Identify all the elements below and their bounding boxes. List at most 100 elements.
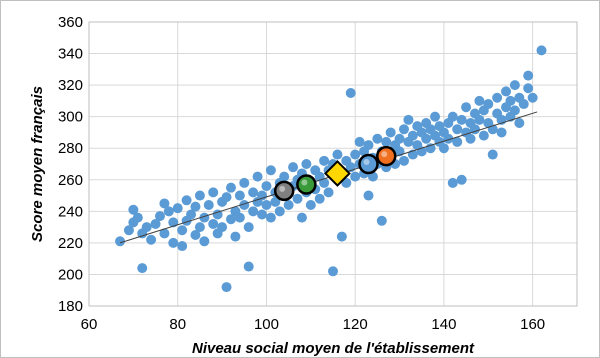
data-point (314, 193, 325, 204)
data-point (186, 209, 197, 220)
plot-area (88, 21, 578, 307)
data-point (234, 190, 245, 201)
data-point (381, 136, 392, 147)
data-point (478, 130, 489, 141)
data-point (199, 236, 210, 247)
data-point (518, 99, 529, 110)
data-point (292, 193, 303, 204)
y-tick-label: 280 (58, 140, 83, 157)
data-point (230, 231, 241, 242)
data-point (181, 195, 192, 206)
data-point (398, 155, 409, 166)
data-point (461, 102, 472, 113)
data-point (350, 149, 361, 160)
y-tick-label: 340 (58, 46, 83, 63)
data-point (177, 225, 188, 236)
data-point (261, 181, 272, 192)
data-point (456, 174, 467, 185)
data-point (190, 230, 201, 240)
data-point (194, 190, 205, 201)
data-point (265, 212, 276, 223)
data-point (505, 95, 516, 106)
data-point (177, 241, 188, 252)
data-point (452, 124, 463, 135)
data-point (288, 162, 299, 173)
data-point (270, 196, 281, 207)
data-point (501, 86, 512, 97)
data-point (452, 136, 463, 147)
data-point (239, 177, 250, 188)
y-tick-label: 180 (58, 298, 83, 315)
data-point (398, 124, 409, 135)
x-tick-label: 160 (520, 316, 545, 333)
highlight-marker-green (296, 174, 317, 195)
data-point (128, 204, 139, 215)
x-tick-labels: 60 80 100 120 140 160 (81, 316, 545, 333)
data-point (483, 99, 494, 110)
data-point (509, 105, 520, 116)
data-point (248, 206, 259, 217)
data-point (203, 200, 214, 211)
data-point (474, 95, 485, 106)
highlighted-markers (273, 145, 397, 202)
x-tick-label: 60 (81, 316, 98, 333)
data-point (150, 218, 161, 229)
data-point (421, 133, 432, 144)
data-point (509, 80, 520, 91)
data-point (115, 236, 126, 247)
data-point (239, 200, 250, 211)
data-point (257, 190, 268, 201)
data-point (252, 171, 263, 182)
data-point (323, 187, 334, 198)
data-point (514, 117, 525, 128)
y-tick-label: 260 (58, 172, 83, 189)
data-point (225, 182, 236, 193)
marker-highlight-glint (363, 159, 370, 165)
data-point (456, 114, 467, 125)
data-point (168, 237, 179, 248)
data-point (319, 177, 330, 188)
data-point (154, 211, 165, 222)
data-point (141, 222, 152, 233)
data-point (496, 127, 507, 138)
data-point (403, 114, 414, 125)
data-point (194, 222, 205, 233)
data-point (123, 225, 134, 236)
data-point (221, 192, 232, 203)
data-point (243, 222, 254, 233)
data-point (523, 83, 534, 94)
data-point (430, 111, 441, 122)
data-point (221, 282, 232, 293)
data-point (394, 133, 405, 144)
data-point (159, 228, 170, 239)
data-point (363, 190, 374, 201)
data-point (443, 133, 454, 144)
highlight-marker-orange (375, 145, 397, 167)
x-tick-label: 120 (343, 316, 368, 333)
data-point (243, 261, 254, 272)
data-point (208, 218, 219, 229)
y-tick-label: 200 (58, 266, 83, 283)
data-point (146, 234, 157, 245)
data-point (172, 203, 183, 214)
data-point (248, 187, 259, 198)
data-point (163, 206, 174, 217)
data-point (261, 200, 272, 211)
data-point (385, 127, 396, 138)
data-point (332, 149, 343, 160)
data-point (487, 149, 498, 160)
data-point (190, 201, 201, 212)
data-point (527, 92, 538, 103)
data-point (328, 266, 338, 277)
data-point (234, 212, 245, 223)
data-point (296, 212, 307, 223)
data-point (465, 133, 476, 144)
data-point (354, 136, 365, 147)
y-tick-labels: 180 200 220 240 260 280 300 320 340 360 (58, 14, 83, 315)
data-point (363, 140, 374, 151)
y-tick-label: 360 (58, 14, 83, 31)
data-point (447, 111, 458, 122)
data-point (474, 114, 485, 125)
data-point (367, 171, 378, 182)
